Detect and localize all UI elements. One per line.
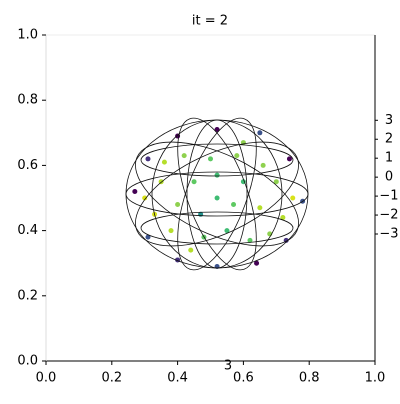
x-tick-label: 0.6 [233,371,254,386]
y2-tick-label: −2 [379,208,398,223]
point [260,162,266,168]
point [231,202,237,208]
point [188,247,194,253]
point [214,127,220,133]
x-tick-label: 0.8 [299,371,320,386]
point [286,156,292,162]
x-tick-label: 0.2 [101,371,122,386]
point [214,172,220,178]
y-tick-label: 0.4 [17,223,38,238]
sphere-wireframe [125,117,309,271]
y-tick-label: 0.8 [17,93,38,108]
point [234,153,240,159]
point [168,228,174,234]
point [257,130,263,136]
y-tick-label: 0.0 [17,354,38,369]
chart-title: it = 2 [192,14,228,29]
y-tick-label: 0.2 [17,288,38,303]
point [290,195,296,201]
point [208,156,213,162]
point [224,228,230,234]
x-tick-label: 1.0 [365,371,386,386]
y2-tick-label: −3 [379,227,398,242]
point [280,215,286,221]
y2-tick-label: 0 [385,170,393,185]
y2-tick-label: 1 [385,151,393,166]
point [214,195,220,201]
point [191,179,197,185]
y-tick-label: 1.0 [17,28,38,43]
point [283,237,289,243]
point [254,260,260,266]
y-tick-label: 0.6 [17,158,38,173]
point [181,153,187,159]
point [273,179,279,185]
point [145,234,151,240]
point [142,195,148,201]
x-tick-label: 0.0 [36,371,57,386]
x-tick-label: 0.4 [167,371,188,386]
y2-tick-label: 2 [385,132,393,147]
point [247,237,253,243]
point [161,159,167,165]
point [257,205,263,211]
point [175,202,181,208]
y2-tick-label: 3 [385,113,393,128]
scatter-points [132,127,306,269]
point [145,156,151,162]
annotation: 3 [224,359,232,374]
point [132,188,138,194]
y2-tick-label: −1 [379,189,398,204]
